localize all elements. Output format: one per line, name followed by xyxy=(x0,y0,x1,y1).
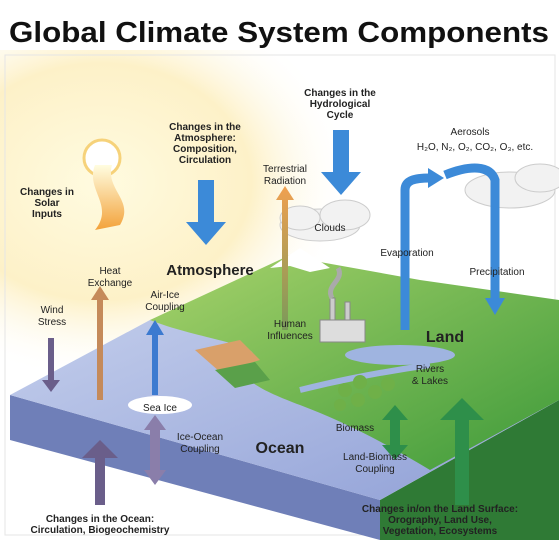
label-line: Cycle xyxy=(327,110,354,121)
arrows xyxy=(42,130,505,505)
sea-ice xyxy=(128,396,192,414)
label-line: Ice-Ocean xyxy=(177,432,223,443)
label: Precipitation xyxy=(469,267,524,278)
label-line: Rivers xyxy=(416,364,444,375)
label-line: Changes in xyxy=(20,187,74,198)
label: Atmosphere xyxy=(166,262,254,279)
label-line: Sea Ice xyxy=(143,403,177,414)
label-line: Hydrological xyxy=(310,99,371,110)
label-line: Changes in/on the Land Surface: xyxy=(362,504,518,515)
label-line: Vegetation, Ecosystems xyxy=(383,526,498,537)
label-line: Orography, Land Use, xyxy=(388,515,492,526)
lake xyxy=(345,345,455,365)
label: Changes in the Hydrological Cycle xyxy=(304,88,376,121)
label-line: Ocean xyxy=(256,440,305,457)
label-line: Inputs xyxy=(32,209,62,220)
label: H₂O, N₂, O₂, CO₂, O₃, etc. xyxy=(417,142,533,153)
label-line: Heat xyxy=(99,266,120,277)
label-line: Evaporation xyxy=(380,248,433,259)
label-line: Atmosphere: xyxy=(174,133,236,144)
label: Changes in/on the Land Surface: Orography… xyxy=(362,504,518,537)
factory xyxy=(319,266,366,343)
label: Human Influences xyxy=(267,319,313,342)
label-line: Coupling xyxy=(145,302,184,313)
label-line: Wind xyxy=(41,305,64,316)
label: Ice-Ocean Coupling xyxy=(177,432,223,455)
label: Land xyxy=(426,329,464,346)
label: Evaporation xyxy=(380,248,433,259)
ocean-side xyxy=(10,395,380,540)
label-line: Coupling xyxy=(355,464,394,475)
label-line: H₂O, N₂, O₂, CO₂, O₃, etc. xyxy=(417,142,533,153)
label-line: Atmosphere xyxy=(166,262,254,279)
label-line: Coupling xyxy=(180,444,219,455)
label: Rivers & Lakes xyxy=(412,364,448,387)
farmland xyxy=(215,362,270,388)
label: Biomass xyxy=(336,423,374,434)
label-line: Changes in the xyxy=(304,88,376,99)
label-line: Human xyxy=(274,319,306,330)
label: Wind Stress xyxy=(38,305,66,328)
label-line: Radiation xyxy=(264,176,306,187)
farmland xyxy=(195,340,260,372)
label-line: Stress xyxy=(38,317,66,328)
trees xyxy=(334,375,395,411)
label: Clouds xyxy=(314,223,345,234)
label-line: Exchange xyxy=(88,278,133,289)
label-line: Air-Ice xyxy=(151,290,180,301)
label: Terrestrial Radiation xyxy=(263,164,307,187)
label: Aerosols xyxy=(451,127,490,138)
label-line: Land xyxy=(426,329,464,346)
label: Heat Exchange xyxy=(88,266,133,289)
label: Changes in the Atmosphere: Composition, Cir… xyxy=(169,122,241,166)
label-line: Aerosols xyxy=(451,127,490,138)
label: Ocean xyxy=(256,440,305,457)
label: Changes in the Ocean: Circulation, Biogeo… xyxy=(31,514,170,536)
label-line: Circulation xyxy=(179,155,231,166)
label: Sea Ice xyxy=(143,403,177,414)
label-line: Clouds xyxy=(314,223,345,234)
label: Air-Ice Coupling xyxy=(145,290,184,313)
land-side xyxy=(380,400,559,540)
label-line: Biomass xyxy=(336,423,374,434)
solar-beam xyxy=(92,165,125,230)
label-line: Influences xyxy=(267,331,313,342)
label-line: Changes in the xyxy=(169,122,241,133)
label: Land-Biomass Coupling xyxy=(343,452,407,475)
clouds xyxy=(279,163,559,242)
label-line: & Lakes xyxy=(412,376,448,387)
label-line: Circulation, Biogeochemistry xyxy=(31,525,170,536)
label-line: Solar xyxy=(34,198,59,209)
label-line: Composition, xyxy=(173,144,237,155)
label-line: Precipitation xyxy=(469,267,524,278)
frame xyxy=(4,54,556,536)
label-line: Changes in the Ocean: xyxy=(46,514,154,525)
title: Global Climate System Components xyxy=(9,17,549,49)
label: Changes in Solar Inputs xyxy=(20,187,74,220)
label-line: Terrestrial xyxy=(263,164,307,175)
label-line: Land-Biomass xyxy=(343,452,407,463)
